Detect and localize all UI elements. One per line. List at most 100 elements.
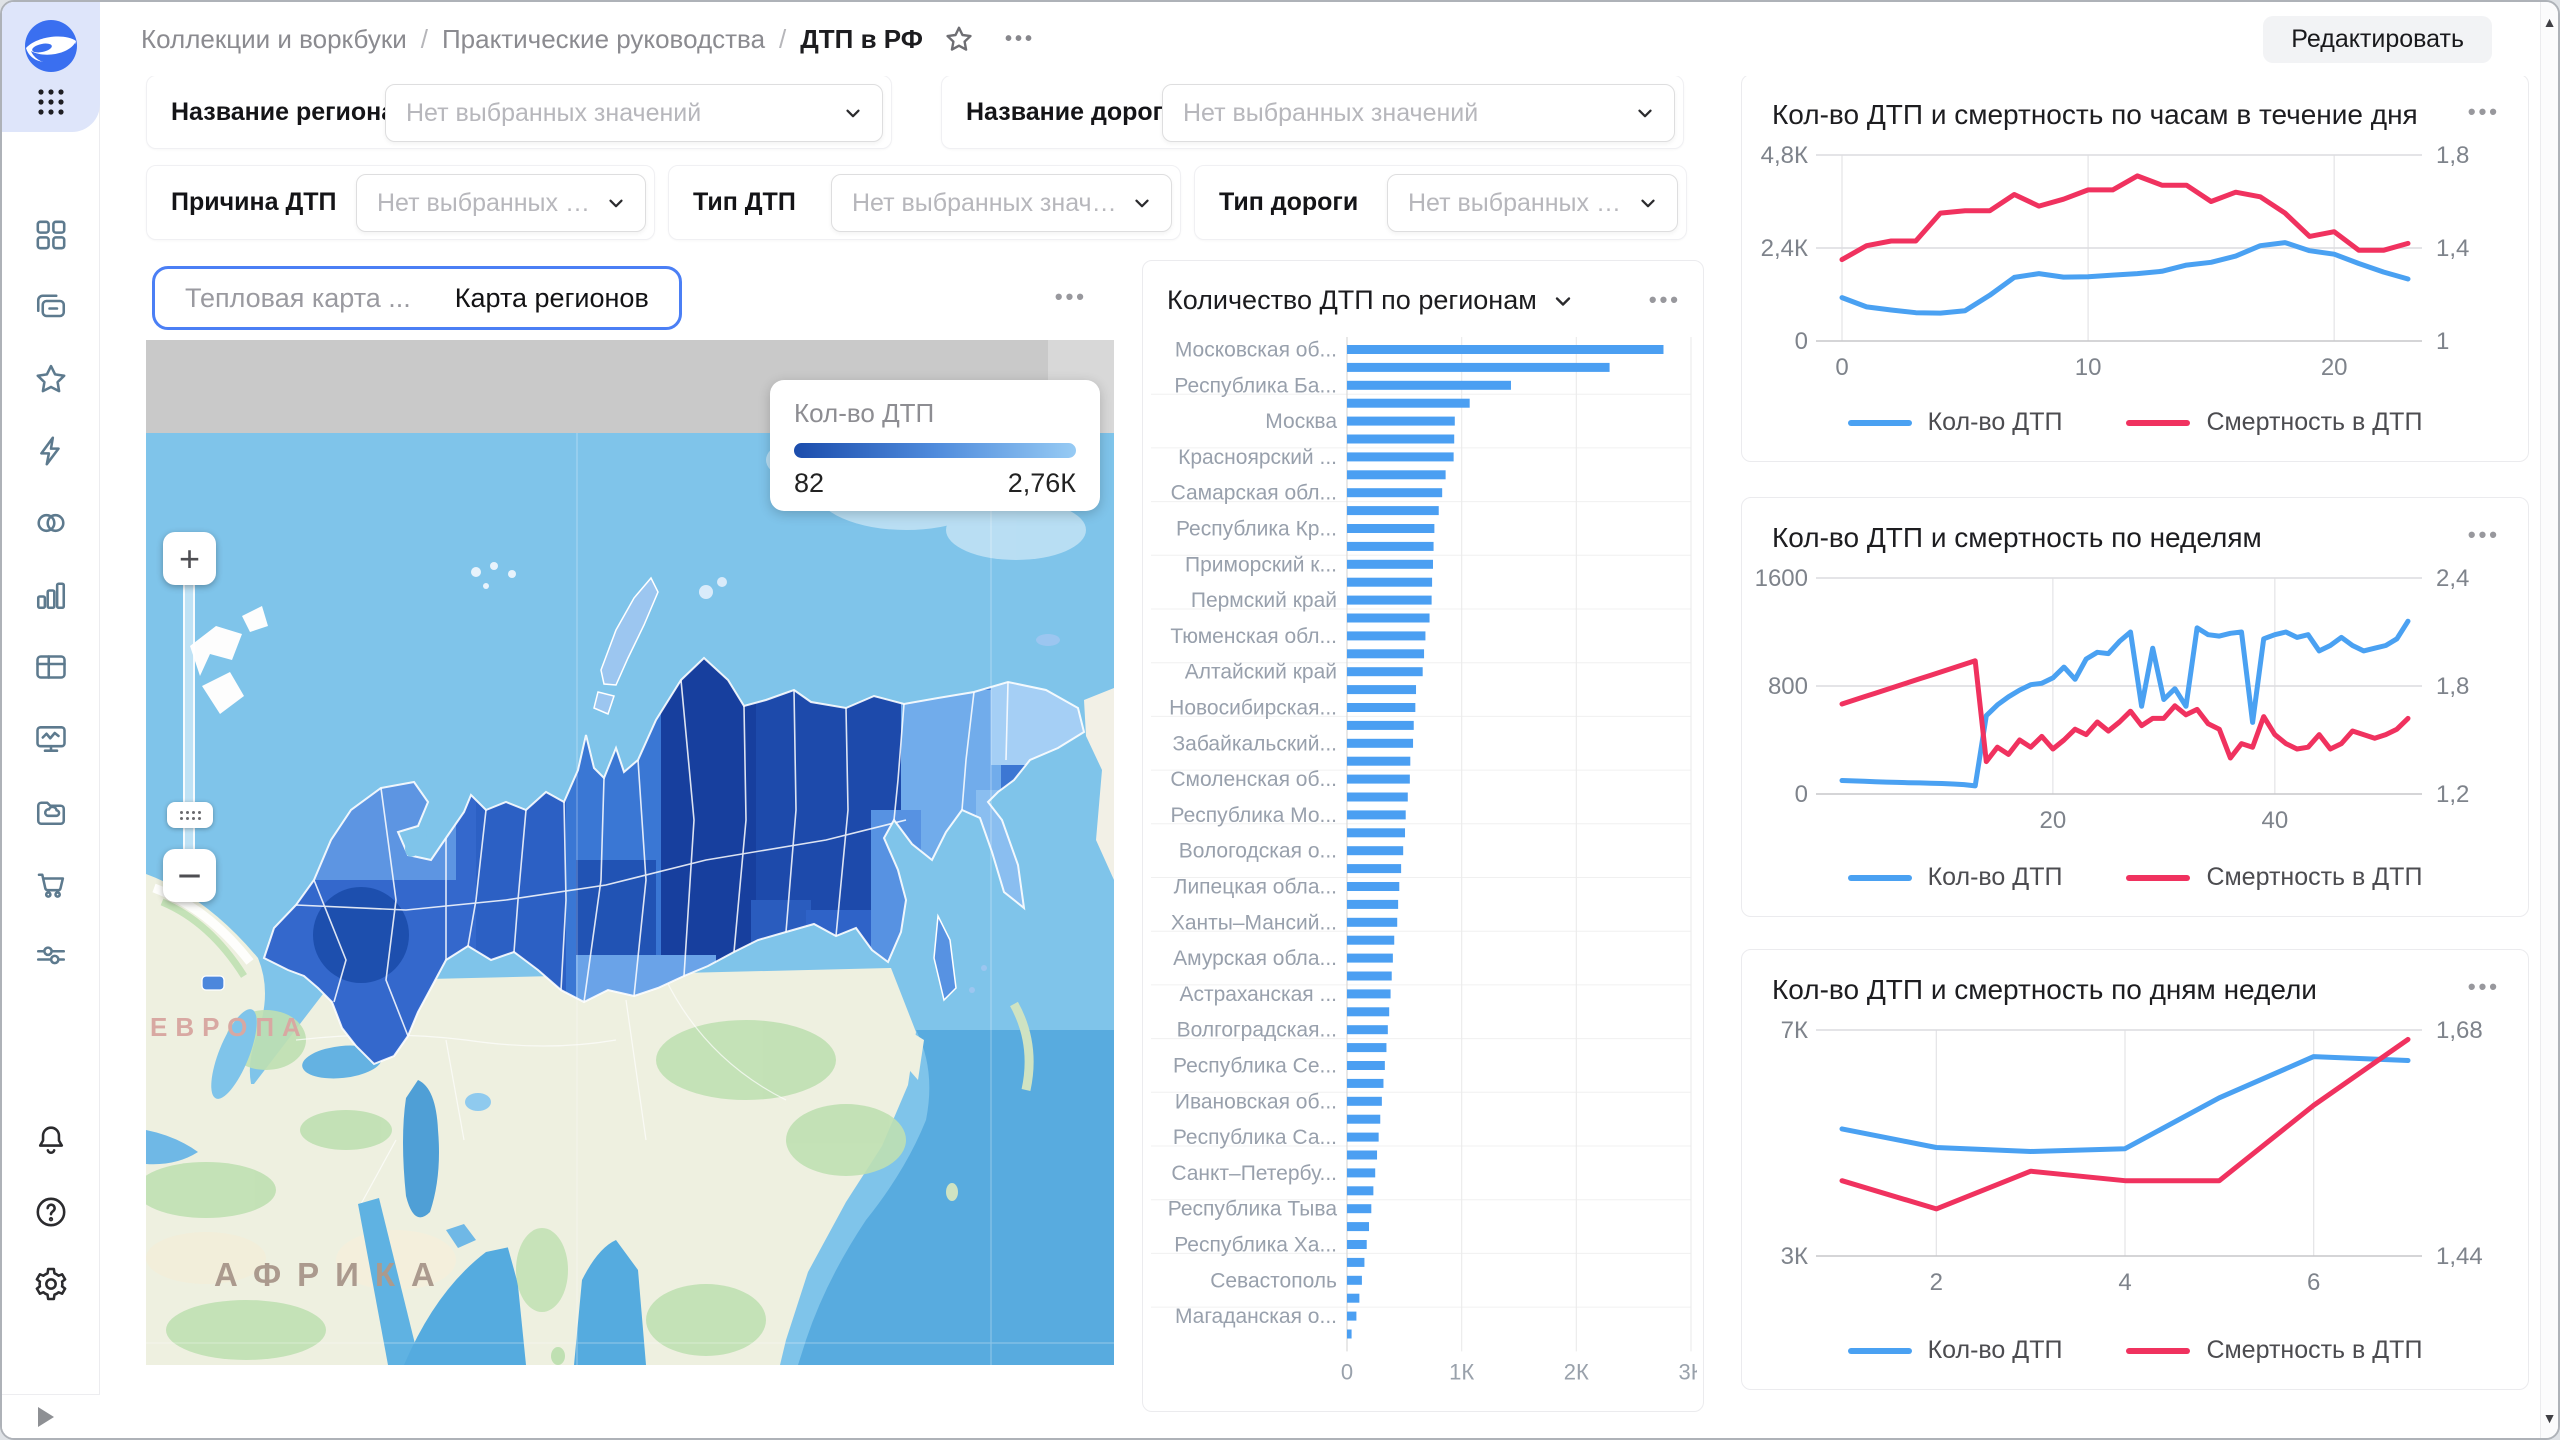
region-bar[interactable]	[1347, 345, 1664, 354]
region-bar[interactable]	[1347, 416, 1455, 426]
bar-chart-title-selector[interactable]: Количество ДТП по регионам	[1167, 285, 1575, 316]
bar-chart-menu-icon[interactable]: •••	[1648, 287, 1681, 312]
region-bar[interactable]	[1347, 846, 1404, 856]
region-bar[interactable]	[1347, 738, 1414, 748]
region-bar[interactable]	[1347, 434, 1455, 444]
region-bar[interactable]	[1347, 953, 1393, 963]
region-bar[interactable]	[1347, 595, 1432, 605]
legend-item[interactable]: Кол-во ДТП	[1847, 1336, 2062, 1365]
sidebar-item-favorites[interactable]	[2, 343, 100, 415]
vertical-scrollbar[interactable]: ▲ ▼	[2540, 2, 2558, 1438]
map-canvas[interactable]: Кол-во ДТП 82 2,76К + − АФРИКА ЕВРОПА	[146, 340, 1114, 1365]
sidebar-item-bell[interactable]	[2, 1104, 100, 1176]
sidebar-item-quick-actions[interactable]	[2, 415, 100, 487]
region-bar[interactable]	[1347, 1311, 1357, 1321]
filter-region-select[interactable]: Нет выбранных значений	[385, 84, 883, 142]
region-bar[interactable]	[1347, 1257, 1365, 1267]
region-bar[interactable]	[1347, 1222, 1370, 1232]
datalens-logo-icon[interactable]	[23, 18, 79, 74]
region-bar[interactable]	[1347, 882, 1400, 891]
tab-heatmap[interactable]: Тепловая карта ...	[185, 282, 411, 313]
region-bar[interactable]	[1347, 935, 1395, 945]
region-bar[interactable]	[1347, 703, 1416, 712]
region-bar[interactable]	[1347, 1078, 1384, 1088]
apps-grid-icon[interactable]	[33, 84, 69, 120]
weekly-chart-menu-icon[interactable]: •••	[2467, 522, 2500, 547]
scroll-up-icon[interactable]: ▲	[2542, 14, 2557, 30]
region-bar[interactable]	[1347, 506, 1439, 516]
region-bar[interactable]	[1347, 1275, 1362, 1285]
map-zoom-handle[interactable]	[167, 802, 213, 828]
region-bar[interactable]	[1347, 398, 1470, 408]
region-bar[interactable]	[1347, 1240, 1367, 1249]
region-bar[interactable]	[1347, 1043, 1387, 1053]
region-bar[interactable]	[1347, 577, 1433, 587]
region-bar[interactable]	[1347, 917, 1398, 927]
page-menu-icon[interactable]: •••	[1004, 27, 1035, 50]
region-bar[interactable]	[1347, 989, 1391, 999]
legend-item[interactable]: Смертность в ДТП	[2126, 1336, 2422, 1365]
sidebar-item-dashboards-grid[interactable]	[2, 199, 100, 271]
region-bar[interactable]	[1347, 1329, 1352, 1339]
filter-road-name-select[interactable]: Нет выбранных значений	[1162, 84, 1675, 142]
region-bar[interactable]	[1347, 1132, 1379, 1142]
map-zoom-slider[interactable]	[183, 585, 195, 849]
region-bar[interactable]	[1347, 380, 1511, 390]
tab-region-map[interactable]: Карта регионов	[454, 282, 649, 313]
sidebar-item-editor-monitor[interactable]	[2, 703, 100, 775]
region-bar[interactable]	[1347, 720, 1414, 730]
filter-accident-type-select[interactable]: Нет выбранных значе...	[831, 174, 1172, 232]
region-bar[interactable]	[1347, 524, 1435, 533]
sidebar-item-services-sliders[interactable]	[2, 919, 100, 991]
sidebar-item-help[interactable]	[2, 1176, 100, 1248]
sidebar-expand-button[interactable]	[2, 1394, 100, 1438]
region-bar[interactable]	[1347, 470, 1446, 480]
map-zoom-out-button[interactable]: −	[163, 849, 216, 902]
region-bar[interactable]	[1347, 488, 1443, 498]
sidebar-item-storage-folder[interactable]	[2, 775, 100, 847]
region-bar[interactable]	[1347, 667, 1423, 677]
breadcrumb-collections[interactable]: Коллекции и воркбуки	[141, 23, 407, 54]
region-bar[interactable]	[1347, 1204, 1372, 1214]
region-bar[interactable]	[1347, 613, 1430, 623]
region-bar[interactable]	[1347, 452, 1454, 462]
sidebar-item-settings[interactable]	[2, 1248, 100, 1320]
region-bar[interactable]	[1347, 756, 1411, 766]
favorite-star-icon[interactable]	[943, 23, 975, 55]
weekday-chart-menu-icon[interactable]: •••	[2467, 974, 2500, 999]
region-bar[interactable]	[1347, 1114, 1381, 1124]
region-bar[interactable]	[1347, 631, 1426, 641]
scroll-down-icon[interactable]: ▼	[2542, 1410, 2557, 1426]
legend-item[interactable]: Кол-во ДТП	[1847, 408, 2062, 437]
region-bar[interactable]	[1347, 774, 1410, 784]
filter-cause-select[interactable]: Нет выбранных з...	[356, 174, 646, 232]
region-bar[interactable]	[1347, 1096, 1382, 1106]
sidebar-item-marketplace-cart[interactable]	[2, 847, 100, 919]
breadcrumb-guides[interactable]: Практические руководства	[441, 23, 766, 54]
region-bar[interactable]	[1347, 685, 1417, 695]
region-bar[interactable]	[1347, 971, 1392, 981]
region-bar[interactable]	[1347, 792, 1408, 802]
sidebar-item-charts[interactable]	[2, 559, 100, 631]
region-bar[interactable]	[1347, 559, 1433, 569]
region-bar[interactable]	[1347, 1293, 1360, 1303]
legend-item[interactable]: Смертность в ДТП	[2126, 863, 2422, 892]
map-menu-icon[interactable]: •••	[1054, 284, 1087, 309]
map-zoom-in-button[interactable]: +	[163, 532, 216, 585]
region-bar[interactable]	[1347, 864, 1402, 874]
region-bar[interactable]	[1347, 1186, 1374, 1196]
region-bar[interactable]	[1347, 899, 1399, 909]
sidebar-item-collections[interactable]	[2, 271, 100, 343]
region-bar[interactable]	[1347, 1150, 1378, 1160]
region-bar[interactable]	[1347, 362, 1610, 372]
sidebar-item-connections[interactable]	[2, 487, 100, 559]
region-bar[interactable]	[1347, 1061, 1385, 1070]
filter-road-type-select[interactable]: Нет выбранных зна...	[1387, 174, 1678, 232]
region-bar[interactable]	[1347, 649, 1425, 659]
edit-button[interactable]: Редактировать	[2263, 15, 2492, 63]
legend-item[interactable]: Смертность в ДТП	[2126, 408, 2422, 437]
region-bar[interactable]	[1347, 1007, 1390, 1017]
legend-item[interactable]: Кол-во ДТП	[1847, 863, 2062, 892]
region-bar[interactable]	[1347, 810, 1406, 820]
region-bar[interactable]	[1347, 828, 1406, 838]
